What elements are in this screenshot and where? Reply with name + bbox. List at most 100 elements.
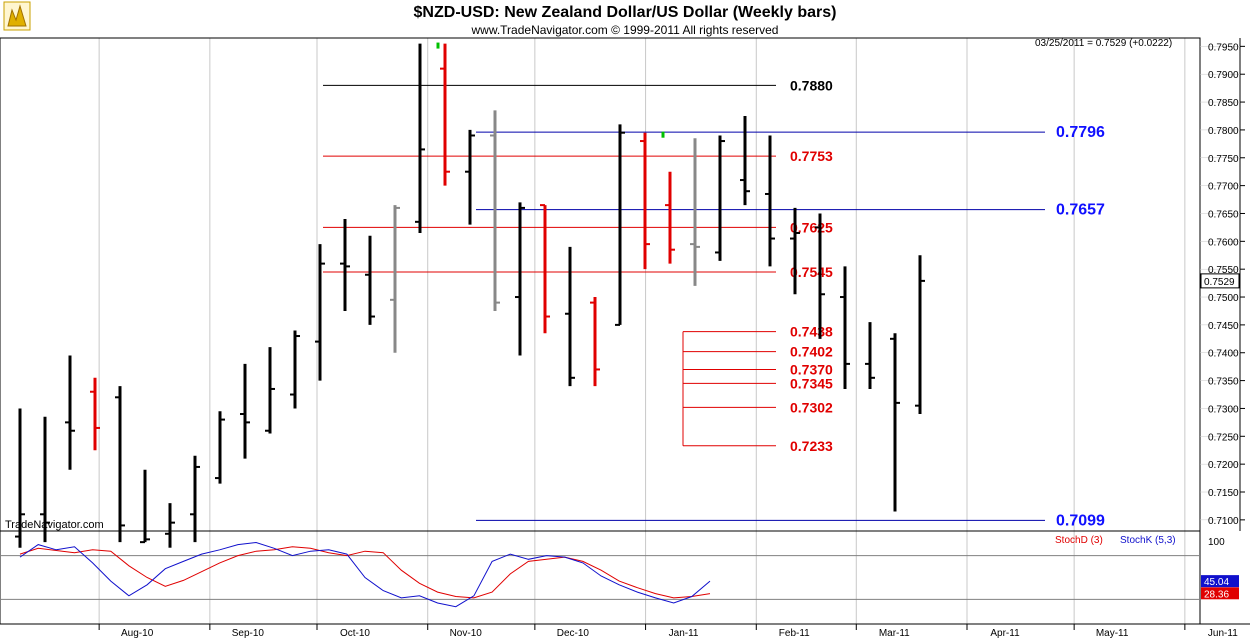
ohlc-bar bbox=[15, 408, 25, 548]
ohlc-bar bbox=[565, 246, 575, 387]
time-axis: Aug-10 Sep-10 Oct-10 Nov-10 Dec-10 Jan-11 Feb-… bbox=[0, 623, 1250, 639]
level-label: 0.7099 bbox=[1056, 512, 1105, 529]
ohlc-bar bbox=[190, 455, 200, 543]
ohlc-bar bbox=[115, 386, 125, 543]
time-tick-label: Aug-10 bbox=[121, 628, 154, 639]
level-label: 0.7796 bbox=[1056, 124, 1105, 141]
ohlc-bar bbox=[415, 43, 425, 233]
time-tick-label: Mar-11 bbox=[879, 628, 910, 639]
last-price-label: 0.7529 bbox=[1204, 277, 1235, 288]
ohlc-bar bbox=[515, 202, 525, 356]
time-tick-label: Jun-11 bbox=[1208, 628, 1238, 639]
price-readout: 03/25/2011 = 0.7529 (+0.0222) bbox=[1035, 38, 1172, 49]
ohlc-bar bbox=[240, 363, 250, 459]
ohlc-bar bbox=[365, 235, 375, 325]
ohlc-bar bbox=[65, 355, 75, 470]
level-label: 0.7402 bbox=[790, 344, 833, 360]
level-label: 0.7880 bbox=[790, 77, 833, 93]
stochk-value-tag bbox=[1201, 575, 1239, 588]
price-tick-label: 0.7650 bbox=[1208, 209, 1239, 220]
ohlc-bar bbox=[590, 297, 600, 387]
stochk-legend: StochK (5,3) bbox=[1120, 535, 1176, 546]
time-tick-label: Sep-10 bbox=[232, 628, 265, 639]
chart-title: $NZD-USD: New Zealand Dollar/US Dollar (… bbox=[414, 4, 837, 21]
stochastic-panel-frame bbox=[0, 530, 1201, 625]
price-tick-label: 0.7350 bbox=[1208, 377, 1239, 388]
ohlc-bar bbox=[715, 135, 725, 261]
ohlc-bar bbox=[465, 129, 475, 225]
ohlc-bar bbox=[790, 207, 800, 295]
watermark: TradeNavigator.com bbox=[5, 519, 104, 531]
ohlc-bar bbox=[265, 347, 275, 434]
ohlc-bar bbox=[440, 43, 450, 186]
ohlc-bar bbox=[765, 135, 775, 267]
price-tick-label: 0.7100 bbox=[1208, 516, 1239, 527]
time-tick-label: Jan-11 bbox=[669, 628, 699, 639]
ohlc-bar bbox=[540, 204, 550, 334]
ohlc-bar bbox=[340, 219, 350, 311]
price-tick-label: 0.7750 bbox=[1208, 154, 1239, 165]
ohlc-bar bbox=[140, 469, 150, 544]
price-axis: 0.7950 0.7900 0.7850 0.7800 0.7750 0.7700 0.76… bbox=[1200, 38, 1245, 531]
support-resistance-levels: 0.7880 0.7796 0.7753 0.7657 0.7625 0.7545 0.74… bbox=[323, 77, 1105, 529]
level-label: 0.7438 bbox=[790, 324, 833, 340]
price-grid bbox=[98, 38, 1186, 624]
price-tick-label: 0.7150 bbox=[1208, 488, 1239, 499]
ohlc-bars bbox=[15, 42, 925, 548]
time-tick-label: Dec-10 bbox=[557, 628, 590, 639]
price-tick-label: 0.7800 bbox=[1208, 126, 1239, 137]
chart-subtitle: www.TradeNavigator.com © 1999-2011 All r… bbox=[471, 23, 779, 37]
level-label: 0.7370 bbox=[790, 361, 833, 377]
level-label: 0.7302 bbox=[790, 399, 833, 415]
ohlc-bar bbox=[165, 503, 175, 548]
price-tick-label: 0.7850 bbox=[1208, 98, 1239, 109]
logo-icon bbox=[3, 1, 31, 31]
stochd-value-tag bbox=[1201, 587, 1239, 600]
level-label: 0.7753 bbox=[790, 148, 833, 164]
ohlc-bar bbox=[490, 110, 500, 311]
stochk-line bbox=[19, 541, 711, 608]
price-panel-frame bbox=[0, 37, 1201, 532]
level-label: 0.7345 bbox=[790, 375, 833, 391]
stochd-value: 28.36 bbox=[1204, 589, 1229, 600]
header: $NZD-USD: New Zealand Dollar/US Dollar (… bbox=[3, 1, 837, 37]
time-tick-label: Oct-10 bbox=[340, 628, 370, 639]
stochd-line bbox=[19, 546, 711, 599]
ohlc-bar bbox=[815, 213, 825, 339]
level-label: 0.7545 bbox=[790, 264, 833, 280]
price-tick-label: 0.7700 bbox=[1208, 182, 1239, 193]
price-tick-label: 0.7300 bbox=[1208, 404, 1239, 415]
time-tick-label: Apr-11 bbox=[990, 628, 1020, 639]
ohlc-bar bbox=[615, 124, 625, 326]
time-tick-label: Feb-11 bbox=[779, 628, 810, 639]
stochastic-grid bbox=[0, 555, 1200, 600]
stochk-value: 45.04 bbox=[1204, 577, 1229, 588]
stochastic-tick-label: 100 bbox=[1208, 537, 1225, 548]
ohlc-bar bbox=[290, 330, 300, 409]
ohlc-bar bbox=[390, 205, 400, 353]
price-tick-label: 0.7200 bbox=[1208, 460, 1239, 471]
stochd-legend: StochD (3) bbox=[1055, 535, 1103, 546]
ohlc-bar bbox=[740, 115, 750, 206]
price-tick-label: 0.7900 bbox=[1208, 70, 1239, 81]
ohlc-bar bbox=[90, 377, 100, 451]
ohlc-bar bbox=[640, 132, 650, 270]
time-tick-label: May-11 bbox=[1096, 628, 1129, 639]
time-tick-label: Nov-10 bbox=[450, 628, 483, 639]
ohlc-bar bbox=[865, 322, 875, 389]
price-tick-label: 0.7400 bbox=[1208, 349, 1239, 360]
price-tick-label: 0.7600 bbox=[1208, 237, 1239, 248]
price-tick-label: 0.7250 bbox=[1208, 432, 1239, 443]
stochastic-lines bbox=[19, 541, 711, 608]
price-tick-label: 0.7950 bbox=[1208, 42, 1239, 53]
ohlc-bar bbox=[40, 416, 50, 543]
price-tick-label: 0.7450 bbox=[1208, 321, 1239, 332]
ohlc-bar bbox=[215, 411, 225, 484]
ohlc-bar bbox=[890, 333, 900, 512]
ohlc-bar bbox=[915, 255, 925, 415]
ohlc-bar bbox=[840, 266, 850, 389]
ohlc-bar bbox=[690, 138, 700, 286]
level-label: 0.7625 bbox=[790, 219, 833, 235]
